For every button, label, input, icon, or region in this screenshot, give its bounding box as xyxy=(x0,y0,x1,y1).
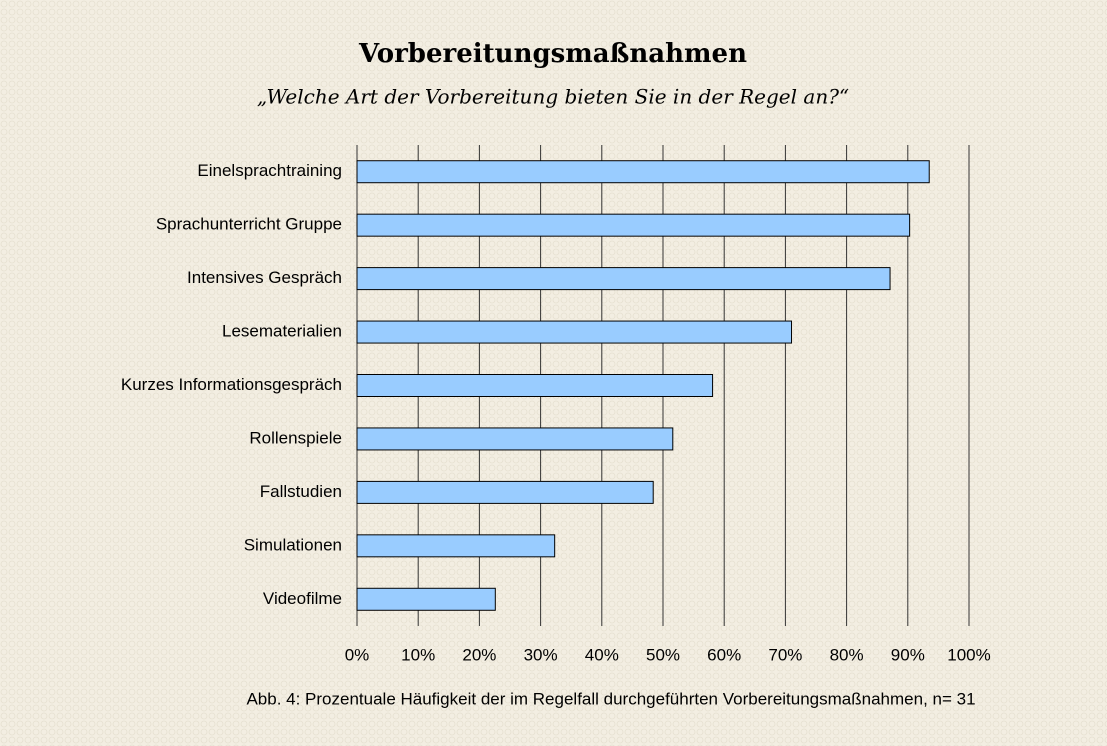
bar xyxy=(356,587,496,611)
x-tick-label: 30% xyxy=(524,645,558,664)
chart-title: Vorbereitungsmaßnahmen xyxy=(358,39,747,69)
y-tick-label: Einelsprachtraining xyxy=(197,161,342,180)
x-tick-label: 0% xyxy=(345,645,370,664)
x-tick-label: 70% xyxy=(768,645,802,664)
bar xyxy=(356,213,911,237)
y-tick-label: Lesematerialien xyxy=(222,322,342,341)
bar xyxy=(356,374,714,397)
x-tick-label: 50% xyxy=(646,645,680,664)
y-tick-label: Simulationen xyxy=(244,535,342,554)
x-tick-label: 100% xyxy=(947,645,990,664)
chart-subtitle: „Welche Art der Vorbereitung bieten Sie … xyxy=(257,85,849,109)
bar xyxy=(356,160,930,184)
x-tick-label: 90% xyxy=(891,645,925,664)
bar xyxy=(356,427,674,451)
bar xyxy=(356,480,654,504)
y-tick-label: Videofilme xyxy=(263,589,342,608)
bar xyxy=(356,534,556,558)
y-tick-label: Fallstudien xyxy=(260,482,342,501)
x-tick-label: 20% xyxy=(462,645,496,664)
y-tick-label: Sprachunterricht Gruppe xyxy=(156,215,342,234)
x-tick-label: 10% xyxy=(401,645,435,664)
x-tick-label: 40% xyxy=(585,645,619,664)
bar xyxy=(356,320,793,344)
x-tick-label: 60% xyxy=(707,645,741,664)
caption: Abb. 4: Prozentuale Häufigkeit der im Re… xyxy=(246,689,975,708)
y-tick-label: Intensives Gespräch xyxy=(187,268,342,287)
x-tick-label: 80% xyxy=(830,645,864,664)
y-tick-label: Kurzes Informationsgespräch xyxy=(121,375,342,394)
y-tick-label: Rollenspiele xyxy=(249,428,342,447)
bar xyxy=(356,267,891,291)
